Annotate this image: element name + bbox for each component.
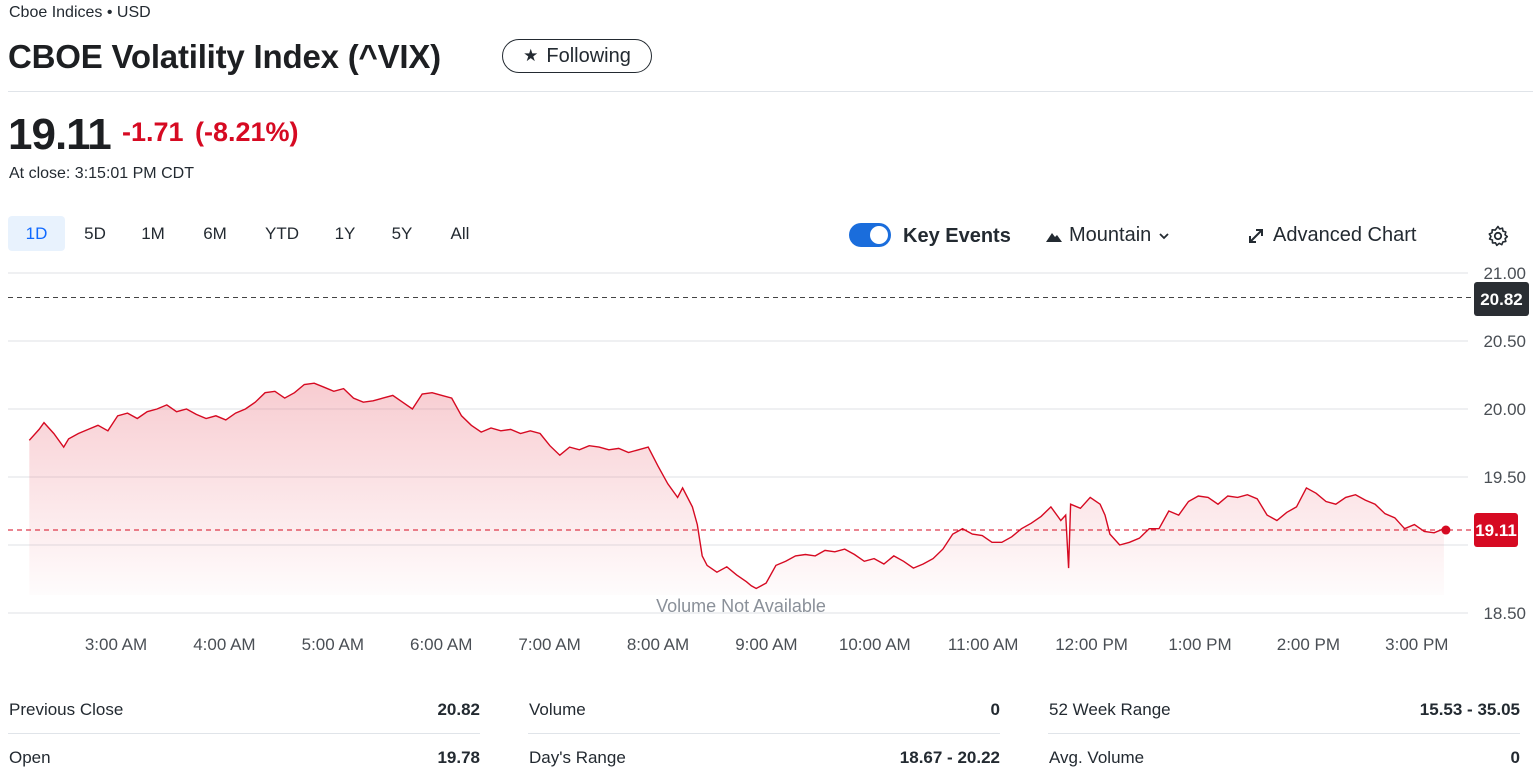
stat-divider xyxy=(528,733,1000,734)
advanced-chart-label: Advanced Chart xyxy=(1273,224,1417,246)
range-tab-5y[interactable]: 5Y xyxy=(391,224,413,243)
range-tab-1y[interactable]: 1Y xyxy=(334,224,356,243)
last-price-dot xyxy=(1441,525,1451,535)
y-tick-label: 20.00 xyxy=(1483,400,1526,419)
stat-value: 18.67 - 20.22 xyxy=(899,748,1000,767)
x-tick-label: 3:00 PM xyxy=(1385,635,1448,654)
header-divider xyxy=(8,91,1533,92)
advanced-chart-button[interactable]: Advanced Chart xyxy=(1247,224,1416,247)
stat-value: 19.78 xyxy=(437,748,480,767)
range-tab-6m[interactable]: 6M xyxy=(203,224,227,243)
x-tick-label: 7:00 AM xyxy=(518,635,580,654)
x-tick-label: 11:00 AM xyxy=(948,635,1019,654)
toggle-knob xyxy=(870,226,888,244)
range-tab-5d[interactable]: 5D xyxy=(84,224,106,243)
stat-value: 20.82 xyxy=(437,700,480,719)
chevron-down-icon xyxy=(1159,232,1169,239)
page-title: CBOE Volatility Index (^VIX) xyxy=(8,38,441,75)
stat-value: 15.53 - 35.05 xyxy=(1419,700,1520,719)
range-tab-all[interactable]: All xyxy=(450,224,470,243)
stat-label: Avg. Volume xyxy=(1049,748,1145,767)
chart-type-dropdown[interactable]: Mountain xyxy=(1045,224,1171,247)
following-button[interactable]: ★ Following xyxy=(502,39,652,73)
gear-icon[interactable] xyxy=(1486,224,1510,248)
stat-label: Volume xyxy=(529,700,586,719)
price-area xyxy=(29,383,1444,595)
following-label: Following xyxy=(546,44,631,67)
range-tab-1d[interactable]: 1D xyxy=(8,216,65,251)
exchange-currency-label: Cboe Indices • USD xyxy=(9,4,151,21)
stat-value: 0 xyxy=(1510,748,1520,767)
mountain-icon xyxy=(1046,232,1062,242)
star-icon: ★ xyxy=(523,46,539,65)
x-tick-label: 8:00 AM xyxy=(627,635,689,654)
x-tick-label: 5:00 AM xyxy=(302,635,364,654)
expand-icon xyxy=(1249,228,1263,243)
price-line xyxy=(28,382,1445,590)
range-tab-ytd[interactable]: YTD xyxy=(265,224,299,243)
close-timestamp: At close: 3:15:01 PM CDT xyxy=(9,165,194,182)
stat-label: 52 Week Range xyxy=(1049,700,1171,719)
current-price: 19.11 xyxy=(8,110,112,159)
stat-divider xyxy=(1048,733,1520,734)
stat-label: Day's Range xyxy=(529,748,626,767)
x-tick-label: 3:00 AM xyxy=(85,635,147,654)
y-tick-label: 21.00 xyxy=(1483,264,1526,283)
range-tab-1m[interactable]: 1M xyxy=(141,224,165,243)
chart-type-label: Mountain xyxy=(1069,224,1152,246)
stat-divider xyxy=(8,733,480,734)
price-chart[interactable]: 21.00 20.50 20.00 19.50 18.50 3:00 AM 4:00 AM… xyxy=(0,260,1533,660)
price-change: -1.71 xyxy=(122,117,184,147)
y-tick-label: 18.50 xyxy=(1483,604,1526,623)
x-tick-label: 2:00 PM xyxy=(1277,635,1340,654)
volume-not-available: Volume Not Available xyxy=(656,596,826,616)
x-tick-label: 12:00 PM xyxy=(1055,635,1128,654)
previous-close-badge-text: 20.82 xyxy=(1480,290,1523,309)
x-tick-label: 4:00 AM xyxy=(193,635,255,654)
price-change-percent: (-8.21%) xyxy=(195,117,299,147)
previous-close-badge: 20.82 xyxy=(1474,282,1529,316)
stat-label: Previous Close xyxy=(9,700,124,719)
key-events-label: Key Events xyxy=(903,225,1011,247)
x-tick-label: 10:00 AM xyxy=(839,635,911,654)
y-tick-label: 19.50 xyxy=(1483,468,1526,487)
x-tick-label: 6:00 AM xyxy=(410,635,472,654)
stat-label: Open xyxy=(9,748,51,767)
x-tick-label: 1:00 PM xyxy=(1168,635,1231,654)
key-events-toggle[interactable] xyxy=(849,223,891,247)
last-price-badge: 19.11 xyxy=(1441,513,1518,547)
stat-value: 0 xyxy=(990,700,1000,719)
last-price-badge-text: 19.11 xyxy=(1475,521,1517,540)
x-tick-label: 9:00 AM xyxy=(735,635,797,654)
y-tick-label: 20.50 xyxy=(1483,332,1526,351)
